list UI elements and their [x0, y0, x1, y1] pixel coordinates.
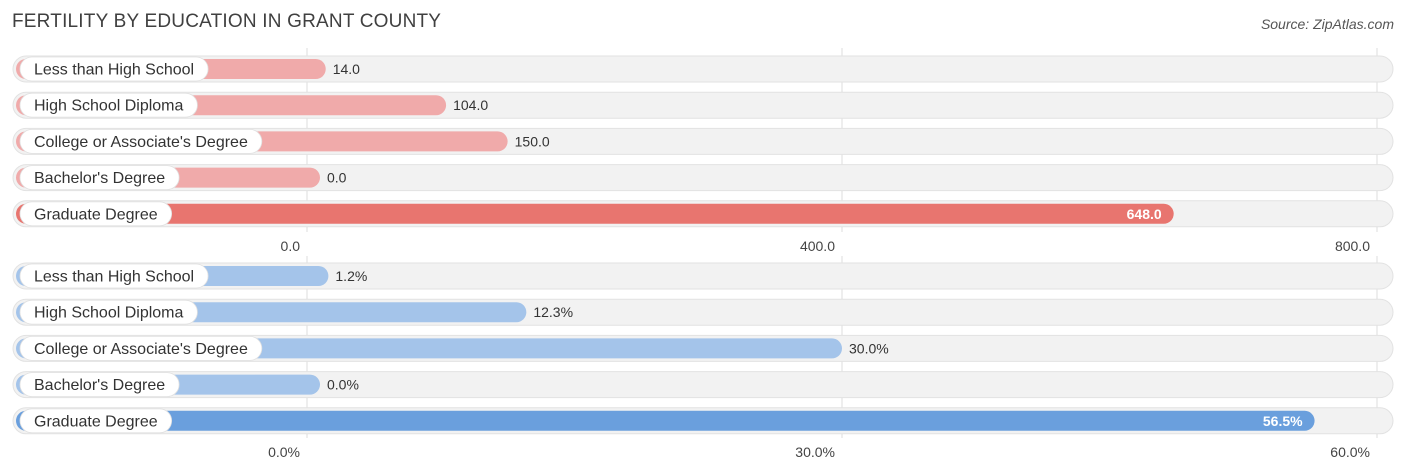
- tick-label: 60.0%: [1330, 444, 1370, 460]
- tick-label: 0.0: [281, 238, 301, 254]
- data-label: 14.0: [333, 61, 360, 77]
- chart-title: FERTILITY BY EDUCATION IN GRANT COUNTY: [12, 11, 442, 32]
- bar: [16, 203, 1174, 224]
- data-label: 30.0%: [849, 340, 889, 356]
- category-label: Less than High School: [34, 62, 194, 79]
- data-label: 104.0: [453, 97, 488, 113]
- row-track: [12, 371, 1394, 399]
- category-label-pill: [19, 92, 198, 118]
- row-track: [12, 164, 1394, 192]
- category-label: College or Associate's Degree: [34, 134, 248, 151]
- category-label-pill: [19, 56, 209, 82]
- category-label-pill: [19, 263, 209, 289]
- category-label: Less than High School: [34, 269, 194, 286]
- category-label: College or Associate's Degree: [34, 341, 248, 358]
- data-label: 0.0: [327, 170, 347, 186]
- data-label: 56.5%: [1263, 413, 1303, 429]
- data-label: 0.0%: [327, 377, 359, 393]
- data-label: 648.0: [1127, 206, 1162, 222]
- category-label-pill: [19, 299, 198, 325]
- category-label: High School Diploma: [34, 98, 184, 115]
- category-label-pill: [19, 372, 180, 398]
- category-label: High School Diploma: [34, 305, 184, 322]
- data-label: 1.2%: [335, 268, 367, 284]
- category-label: Bachelor's Degree: [34, 377, 165, 394]
- source-note: Source: ZipAtlas.com: [1260, 16, 1394, 32]
- tick-label: 0.0%: [268, 444, 300, 460]
- category-label-pill: [19, 408, 173, 434]
- row-track: [12, 262, 1394, 290]
- data-label: 150.0: [515, 133, 550, 149]
- bar: [16, 410, 1315, 431]
- chart-panel-2: Less than High School 1.2% High School Dip…: [12, 256, 1394, 460]
- category-label: Bachelor's Degree: [34, 170, 165, 187]
- data-label: 12.3%: [533, 304, 573, 320]
- category-label-pill: [19, 335, 263, 361]
- tick-label: 800.0: [1335, 238, 1370, 254]
- category-label-pill: [19, 201, 173, 227]
- row-track: [12, 55, 1394, 83]
- category-label-pill: [19, 165, 180, 191]
- chart-panel-1: Less than High School 14.0 High School Dip…: [12, 48, 1394, 254]
- category-label: Graduate Degree: [34, 413, 158, 430]
- tick-label: 30.0%: [795, 444, 835, 460]
- category-label: Graduate Degree: [34, 206, 158, 223]
- tick-label: 400.0: [800, 238, 835, 254]
- category-label-pill: [19, 128, 263, 154]
